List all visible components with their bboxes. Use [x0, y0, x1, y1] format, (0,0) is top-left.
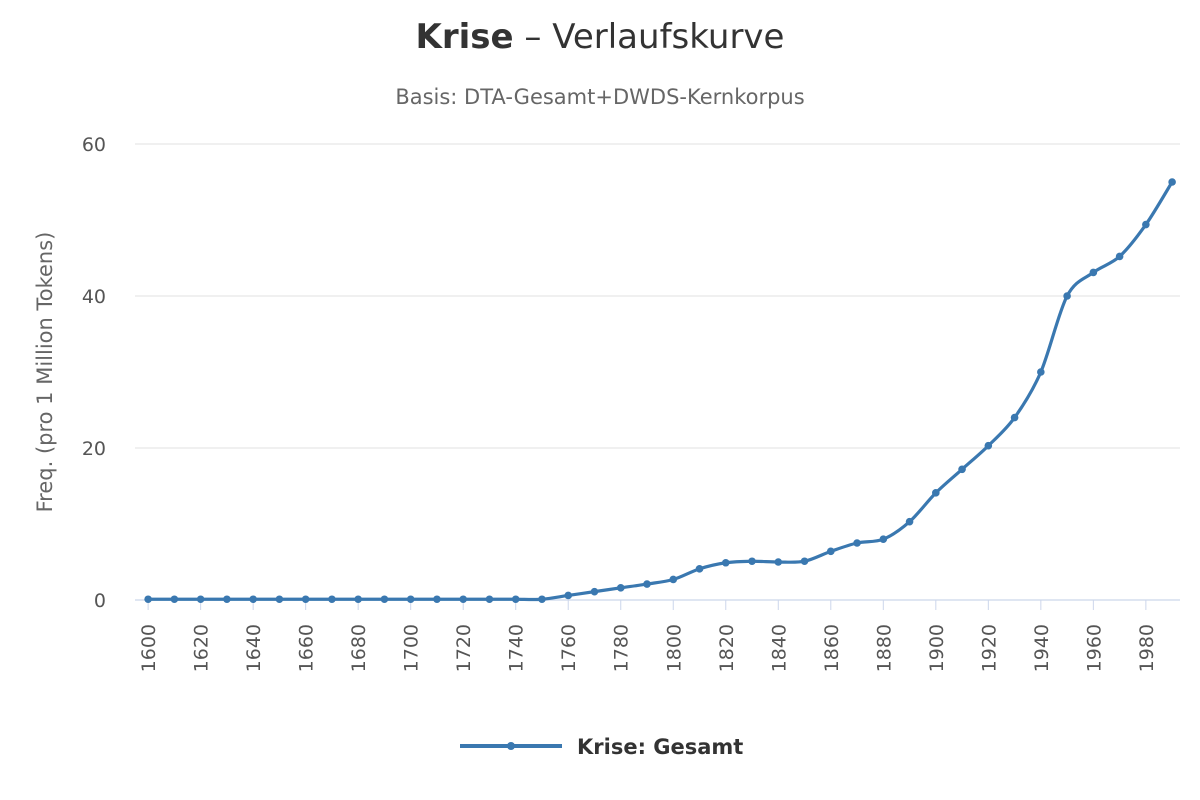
y-tick-label: 40	[82, 286, 106, 308]
legend-label[interactable]: Krise: Gesamt	[577, 735, 743, 759]
x-tick-label: 1600	[138, 624, 160, 672]
series-line[interactable]	[146, 180, 1174, 602]
data-point[interactable]	[301, 595, 310, 604]
data-point[interactable]	[485, 595, 494, 604]
data-point[interactable]	[695, 565, 704, 573]
x-tick-label: 1920	[978, 624, 1000, 672]
data-point[interactable]	[144, 595, 152, 604]
x-tick-label: 1660	[296, 624, 318, 672]
x-tick-label: 1860	[821, 624, 843, 672]
data-point[interactable]	[564, 591, 573, 600]
chart-title: Krise – Verlaufskurve	[416, 17, 785, 57]
data-point[interactable]	[879, 535, 888, 543]
x-tick-label: 1800	[663, 624, 685, 672]
data-point[interactable]	[1010, 413, 1019, 422]
title-rest: – Verlaufskurve	[514, 17, 785, 57]
x-tick-label: 1940	[1031, 624, 1053, 672]
data-point[interactable]	[905, 517, 914, 526]
data-point[interactable]	[669, 575, 678, 584]
data-point[interactable]	[800, 557, 809, 566]
data-point[interactable]	[275, 595, 284, 604]
point-group[interactable]	[144, 178, 1176, 604]
data-point[interactable]	[1115, 252, 1124, 261]
data-point[interactable]	[223, 595, 231, 604]
data-point[interactable]	[406, 595, 415, 604]
x-tick-label: 1960	[1083, 624, 1105, 672]
x-tick-label: 1760	[558, 624, 580, 672]
chart-subtitle: Basis: DTA-Gesamt+DWDS-Kernkorpus	[395, 85, 804, 109]
legend-marker	[507, 742, 515, 750]
data-point[interactable]	[1063, 292, 1071, 300]
y-tick-labels: 0 20 40 60	[82, 134, 106, 612]
data-point[interactable]	[932, 489, 940, 497]
title-keyword: Krise	[416, 17, 514, 57]
data-point[interactable]	[249, 595, 257, 604]
data-point[interactable]	[1037, 368, 1045, 376]
legend[interactable]: Krise: Gesamt	[460, 735, 743, 759]
x-tick-label: 1880	[873, 624, 895, 672]
data-point[interactable]	[984, 441, 993, 450]
x-tick-label: 1680	[348, 624, 370, 672]
x-tick-label: 1820	[716, 624, 738, 672]
data-point[interactable]	[380, 595, 389, 604]
data-point[interactable]	[590, 587, 599, 596]
data-point[interactable]	[774, 558, 783, 566]
x-tick-label: 1780	[611, 624, 633, 672]
data-point[interactable]	[538, 595, 546, 604]
x-tick-label: 1720	[453, 624, 475, 672]
data-point[interactable]	[616, 584, 625, 592]
grid	[135, 143, 1180, 601]
series-line-group[interactable]	[146, 180, 1174, 602]
data-point[interactable]	[643, 580, 651, 588]
x-tick-label: 1640	[243, 624, 265, 672]
data-point[interactable]	[459, 595, 468, 604]
data-point[interactable]	[826, 547, 835, 556]
x-tick-label: 1620	[191, 624, 213, 672]
data-point[interactable]	[958, 465, 966, 474]
data-point[interactable]	[721, 558, 730, 567]
data-point[interactable]	[511, 595, 520, 604]
data-point[interactable]	[433, 595, 441, 604]
data-point[interactable]	[1142, 220, 1150, 229]
data-point[interactable]	[1168, 178, 1176, 186]
y-tick-label: 60	[82, 134, 106, 156]
x-tick-labels: 1600 1620 1640 1660 1680 1700 1720 1740 1760 1780…	[138, 600, 1158, 672]
data-point[interactable]	[748, 557, 756, 566]
data-point[interactable]	[328, 595, 336, 604]
data-point[interactable]	[853, 539, 861, 547]
x-tick-label: 1740	[506, 624, 528, 672]
data-point[interactable]	[196, 595, 205, 604]
x-tick-label: 1980	[1136, 624, 1158, 672]
x-tick-label: 1900	[926, 624, 948, 672]
y-tick-label: 0	[94, 590, 106, 612]
y-axis-label: Freq. (pro 1 Million Tokens)	[33, 232, 57, 513]
x-tick-label: 1700	[401, 624, 423, 672]
x-tick-label: 1840	[768, 624, 790, 672]
data-point[interactable]	[170, 595, 179, 604]
data-point[interactable]	[354, 595, 362, 604]
y-tick-label: 20	[82, 438, 106, 460]
data-point[interactable]	[1089, 268, 1098, 277]
